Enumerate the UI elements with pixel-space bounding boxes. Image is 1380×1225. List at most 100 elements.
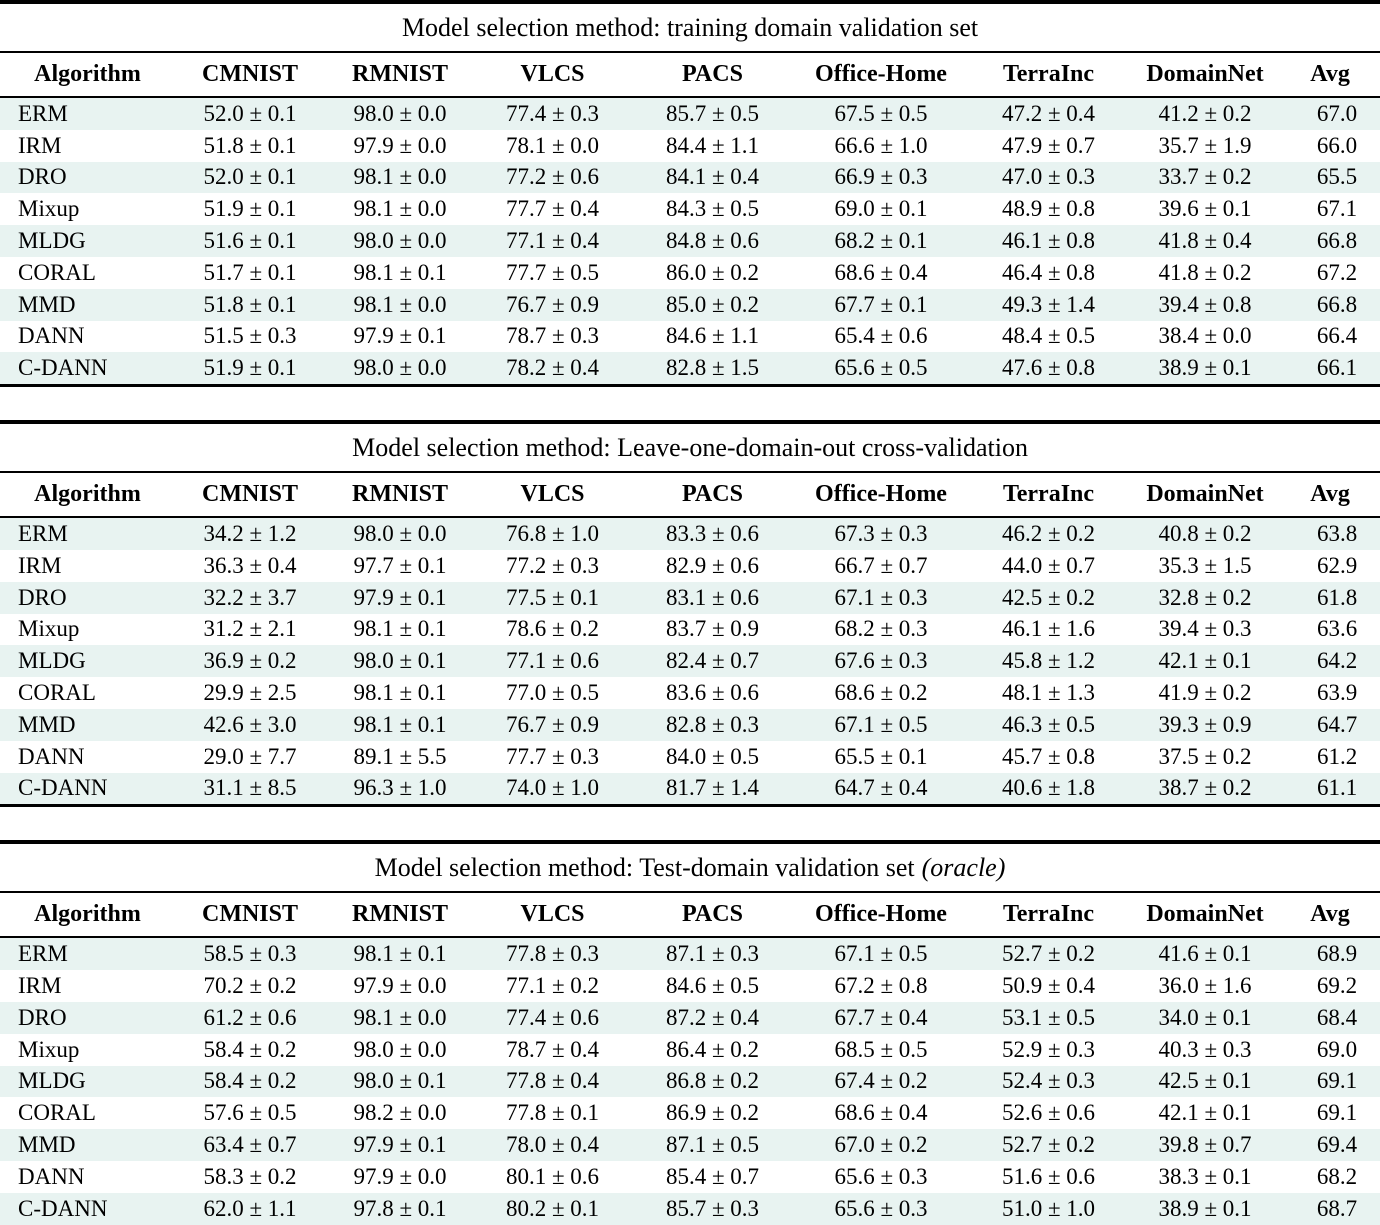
- result-cell: 65.6 ± 0.5: [834, 355, 928, 381]
- result-cell: 65.4 ± 0.6: [834, 323, 928, 349]
- column-header-rmnist: RMNIST: [325, 52, 475, 98]
- result-cell: 98.0 ± 0.0: [353, 521, 447, 547]
- result-cell: 82.4 ± 0.7: [665, 648, 760, 674]
- result-cell: 68.7: [1316, 1195, 1358, 1221]
- results-table-test-domain-validation-oracle: Model selection method: Test-domain vali…: [0, 840, 1380, 1225]
- table-row-c-dann: C-DANN 62.0 ± 1.1 97.8 ± 0.1 80.2 ± 0.1 85.7…: [0, 1192, 1380, 1225]
- table-row-erm: ERM 58.5 ± 0.3 98.1 ± 0.1 77.8 ± 0.3 87.1 ± …: [0, 937, 1380, 971]
- column-header-algorithm: Algorithm: [0, 892, 175, 939]
- table-row-mixup: Mixup 58.4 ± 0.2 98.0 ± 0.0 78.7 ± 0.4 86.4 …: [0, 1033, 1380, 1066]
- result-cell: 66.6 ± 1.0: [834, 132, 928, 158]
- column-header-cmnist: CMNIST: [175, 472, 325, 519]
- algorithm-name: IRM: [18, 973, 62, 999]
- column-header-terrainc: TerraInc: [967, 52, 1130, 98]
- algorithm-name: C-DANN: [18, 775, 108, 801]
- table-row-dro: DRO 32.2 ± 3.7 97.9 ± 0.1 77.5 ± 0.1 83.1 ± …: [0, 581, 1380, 614]
- result-cell: 98.1 ± 0.1: [353, 616, 447, 642]
- table-title-cell: Model selection method: Leave-one-domain…: [0, 422, 1380, 474]
- result-cell: 68.5 ± 0.5: [834, 1036, 928, 1062]
- result-cell: 39.4 ± 0.3: [1158, 616, 1252, 642]
- table-row-erm: ERM 34.2 ± 1.2 98.0 ± 0.0 76.8 ± 1.0 83.3 ± …: [0, 517, 1380, 550]
- column-header-algorithm: Algorithm: [0, 52, 175, 98]
- result-cell: 68.2 ± 0.3: [834, 616, 928, 642]
- result-cell: 85.0 ± 0.2: [665, 291, 760, 317]
- algorithm-name: ERM: [18, 100, 68, 126]
- result-cell: 47.6 ± 0.8: [1001, 355, 1096, 381]
- result-cell: 39.4 ± 0.8: [1158, 291, 1252, 317]
- result-cell: 51.8 ± 0.1: [203, 132, 297, 158]
- result-cell: 87.2 ± 0.4: [665, 1004, 760, 1030]
- algorithm-name: C-DANN: [18, 1195, 108, 1221]
- result-cell: 41.2 ± 0.2: [1158, 100, 1252, 126]
- result-cell: 31.2 ± 2.1: [203, 616, 297, 642]
- result-cell: 37.5 ± 0.2: [1158, 743, 1252, 769]
- column-header-cmnist: CMNIST: [175, 52, 325, 98]
- result-cell: 67.4 ± 0.2: [834, 1068, 928, 1094]
- table-title-row: Model selection method: Leave-one-domain…: [0, 422, 1380, 474]
- result-cell: 67.1 ± 0.3: [834, 584, 928, 610]
- result-cell: 35.3 ± 1.5: [1158, 552, 1252, 578]
- table-row-mldg: MLDG 51.6 ± 0.1 98.0 ± 0.0 77.1 ± 0.4 84.8 ±…: [0, 225, 1380, 257]
- table-title-cell: Model selection method: training domain …: [0, 2, 1380, 53]
- result-cell: 76.7 ± 0.9: [505, 291, 600, 317]
- algorithm-name: MLDG: [18, 648, 86, 674]
- result-cell: 62.0 ± 1.1: [203, 1195, 297, 1221]
- result-cell: 58.4 ± 0.2: [203, 1036, 297, 1062]
- column-header-pacs: PACS: [630, 472, 795, 519]
- result-cell: 44.0 ± 0.7: [1001, 552, 1096, 578]
- result-cell: 84.6 ± 0.5: [665, 973, 760, 999]
- result-cell: 49.3 ± 1.4: [1001, 291, 1096, 317]
- result-cell: 97.7 ± 0.1: [353, 552, 447, 578]
- column-header-pacs: PACS: [630, 892, 795, 939]
- table-row-dro: DRO 61.2 ± 0.6 98.1 ± 0.0 77.4 ± 0.6 87.2 ± …: [0, 1001, 1380, 1034]
- column-header-vlcs: VLCS: [475, 892, 630, 939]
- column-header-row: Algorithm CMNIST RMNIST VLCS PACS Office-Home…: [0, 892, 1380, 939]
- column-header-terrainc: TerraInc: [967, 892, 1130, 939]
- result-cell: 48.1 ± 1.3: [1001, 680, 1096, 706]
- algorithm-name: MMD: [18, 1132, 76, 1158]
- result-cell: 66.4: [1316, 323, 1358, 349]
- result-cell: 68.6 ± 0.4: [834, 1100, 928, 1126]
- result-cell: 52.4 ± 0.3: [1001, 1068, 1096, 1094]
- result-cell: 67.2: [1316, 259, 1358, 285]
- result-cell: 97.9 ± 0.0: [353, 973, 447, 999]
- result-cell: 86.0 ± 0.2: [665, 259, 760, 285]
- result-cell: 68.4: [1316, 1004, 1358, 1030]
- result-cell: 31.1 ± 8.5: [203, 775, 297, 801]
- result-cell: 66.7 ± 0.7: [834, 552, 928, 578]
- result-cell: 53.1 ± 0.5: [1001, 1004, 1096, 1030]
- result-cell: 65.5 ± 0.1: [834, 743, 928, 769]
- result-cell: 34.0 ± 0.1: [1158, 1004, 1252, 1030]
- result-cell: 41.6 ± 0.1: [1158, 941, 1252, 967]
- result-cell: 40.8 ± 0.2: [1158, 521, 1252, 547]
- result-cell: 77.4 ± 0.3: [505, 100, 600, 126]
- result-cell: 69.0 ± 0.1: [834, 196, 928, 222]
- result-cell: 98.1 ± 0.0: [353, 196, 447, 222]
- result-cell: 97.9 ± 0.1: [353, 1132, 447, 1158]
- result-cell: 67.3 ± 0.3: [834, 521, 928, 547]
- result-cell: 80.2 ± 0.1: [505, 1195, 600, 1221]
- table-row-mixup: Mixup 51.9 ± 0.1 98.1 ± 0.0 77.7 ± 0.4 84.3 …: [0, 193, 1380, 226]
- algorithm-name: MMD: [18, 291, 76, 317]
- result-cell: 77.1 ± 0.4: [505, 228, 600, 254]
- algorithm-name: Mixup: [18, 1036, 80, 1062]
- result-cell: 52.7 ± 0.2: [1001, 1132, 1096, 1158]
- result-cell: 78.0 ± 0.4: [505, 1132, 600, 1158]
- column-header-terrainc: TerraInc: [967, 472, 1130, 519]
- result-cell: 38.9 ± 0.1: [1158, 1195, 1252, 1221]
- result-cell: 42.5 ± 0.2: [1001, 584, 1096, 610]
- column-header-avg: Avg: [1280, 52, 1380, 98]
- result-cell: 77.7 ± 0.4: [505, 196, 600, 222]
- result-cell: 46.1 ± 1.6: [1001, 616, 1096, 642]
- result-cell: 39.3 ± 0.9: [1158, 711, 1252, 737]
- result-cell: 48.4 ± 0.5: [1001, 323, 1096, 349]
- results-table-leave-one-domain-out: Model selection method: Leave-one-domain…: [0, 420, 1380, 808]
- result-cell: 77.8 ± 0.3: [505, 941, 600, 967]
- result-cell: 46.1 ± 0.8: [1001, 228, 1096, 254]
- algorithm-name: MLDG: [18, 1068, 86, 1094]
- result-cell: 52.9 ± 0.3: [1001, 1036, 1096, 1062]
- result-cell: 51.7 ± 0.1: [203, 259, 297, 285]
- result-cell: 78.7 ± 0.4: [505, 1036, 600, 1062]
- table-body: ERM 58.5 ± 0.3 98.1 ± 0.1 77.8 ± 0.3 87.1 ± …: [0, 937, 1380, 1225]
- table-row-erm: ERM 52.0 ± 0.1 98.0 ± 0.0 77.4 ± 0.3 85.7 ± …: [0, 97, 1380, 130]
